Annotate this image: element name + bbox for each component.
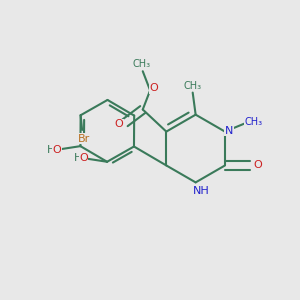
Text: CH₃: CH₃ — [132, 59, 150, 70]
Text: O: O — [149, 83, 158, 93]
Text: N: N — [225, 126, 233, 136]
Text: H: H — [74, 153, 82, 163]
Text: H: H — [47, 145, 56, 155]
Text: CH₃: CH₃ — [184, 81, 202, 91]
Text: O: O — [253, 160, 262, 170]
Text: CH₃: CH₃ — [244, 118, 262, 128]
Text: NH: NH — [193, 186, 209, 196]
Text: O: O — [52, 145, 61, 155]
Text: O: O — [114, 119, 123, 129]
Text: O: O — [79, 153, 88, 163]
Text: Br: Br — [77, 134, 90, 144]
